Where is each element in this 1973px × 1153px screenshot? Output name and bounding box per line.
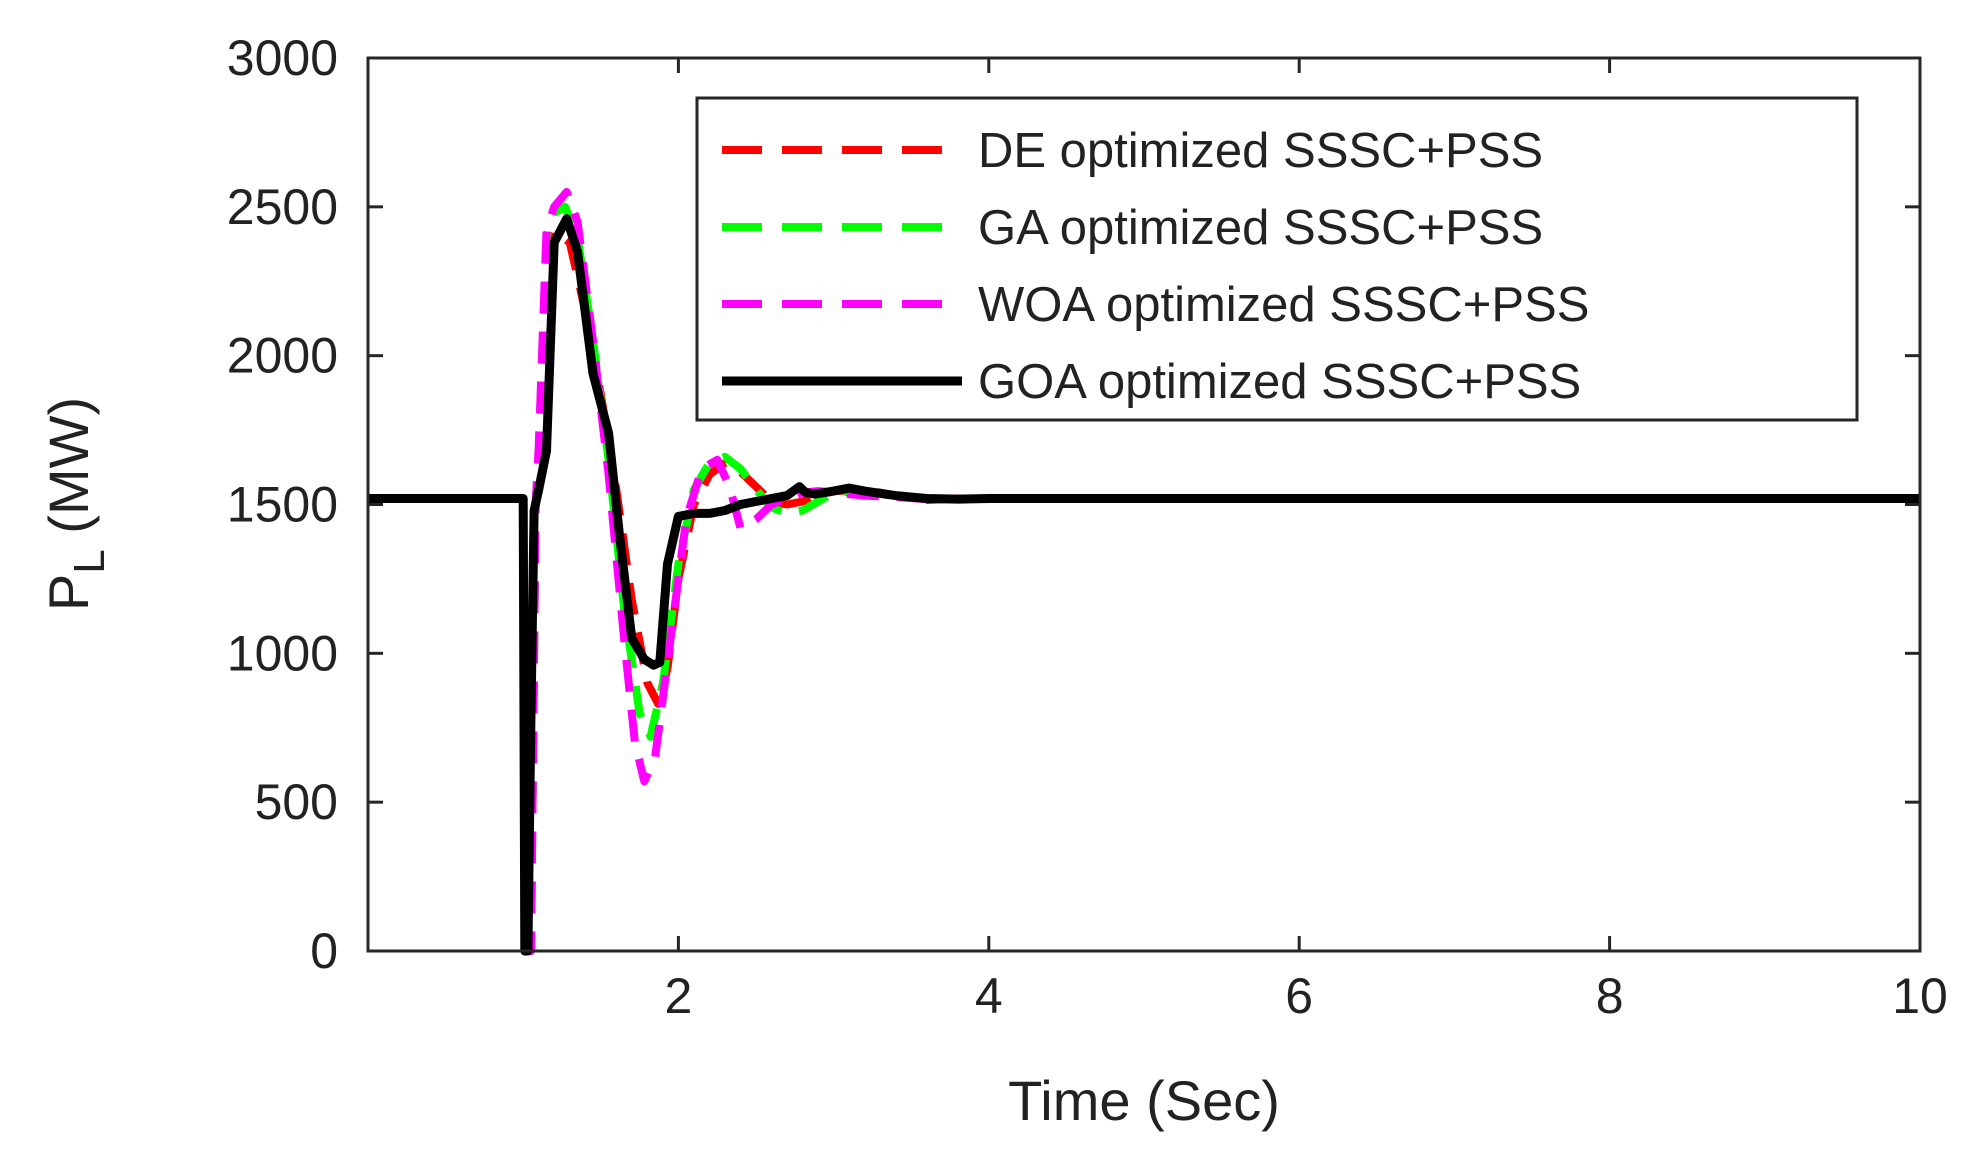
- legend-label-1: GA optimized SSSC+PSS: [978, 201, 1543, 255]
- y-axis-title-main: P: [37, 574, 100, 611]
- ticks-layer: 2 4 6 8 10 0 500 1000 1500 2000 2500 3000: [227, 30, 1948, 1024]
- legend: DE optimized SSSC+PSS GA optimized SSSC+P…: [695, 96, 1859, 422]
- y-axis-title-subscript: L: [65, 549, 114, 573]
- x-tick-label-3: 8: [1596, 968, 1624, 1024]
- legend-label-0: DE optimized SSSC+PSS: [978, 124, 1543, 178]
- svg-text:PL (MW): PL (MW): [37, 397, 114, 611]
- legend-box: [695, 96, 1859, 422]
- series-layer: [368, 188, 1920, 956]
- x-tick-label-0: 2: [664, 968, 692, 1024]
- x-tick-label-2: 6: [1285, 968, 1313, 1024]
- x-axis-title: Time (Sec): [1008, 1069, 1280, 1132]
- y-tick-label-5: 2500: [227, 179, 338, 235]
- y-tick-label-0: 0: [310, 923, 338, 979]
- legend-label-3: GOA optimized SSSC+PSS: [978, 355, 1581, 409]
- y-tick-label-6: 3000: [227, 30, 338, 86]
- y-axis-title: PL (MW): [37, 397, 114, 611]
- y-tick-label-2: 1000: [227, 625, 338, 681]
- legend-label-2: WOA optimized SSSC+PSS: [978, 278, 1589, 332]
- x-tick-label-1: 4: [975, 968, 1003, 1024]
- y-tick-label-1: 500: [255, 774, 338, 830]
- y-tick-label-3: 1500: [227, 477, 338, 533]
- y-tick-label-4: 2000: [227, 328, 338, 384]
- x-tick-label-4: 10: [1892, 968, 1948, 1024]
- y-axis-title-unit: (MW): [37, 397, 100, 534]
- series-line-3: [368, 214, 1920, 956]
